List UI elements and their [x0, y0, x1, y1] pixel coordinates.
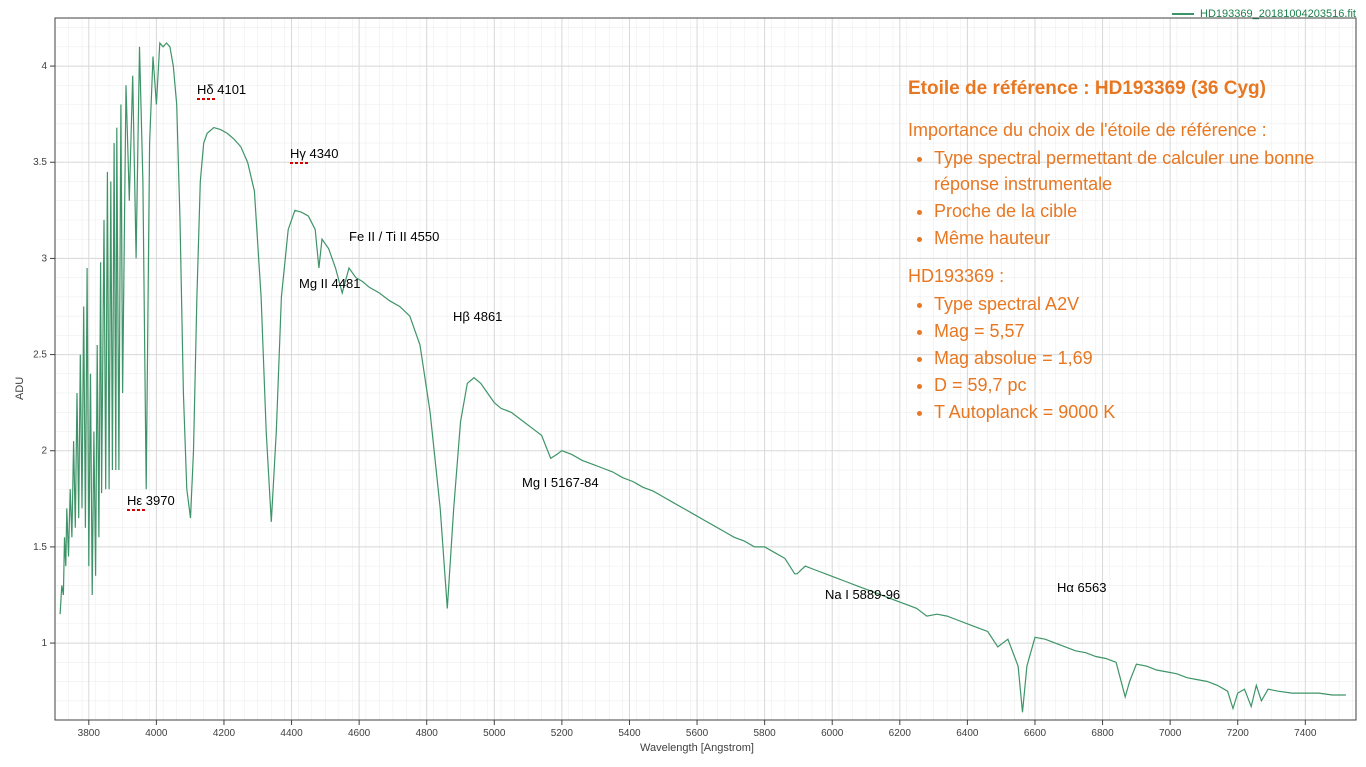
- spectral-line-label: Hβ 4861: [453, 309, 502, 324]
- svg-text:3.5: 3.5: [33, 157, 47, 168]
- svg-text:5800: 5800: [754, 728, 777, 739]
- info-section2-list: Type spectral A2VMag = 5,57Mag absolue =…: [908, 291, 1338, 425]
- svg-text:5600: 5600: [686, 728, 709, 739]
- spectral-line-label: Na I 5889-96: [825, 587, 900, 602]
- legend-label: HD193369_20181004203516.fit: [1200, 8, 1356, 20]
- svg-text:6000: 6000: [821, 728, 844, 739]
- svg-text:5200: 5200: [551, 728, 574, 739]
- info-section1-heading: Importance du choix de l'étoile de référ…: [908, 117, 1338, 143]
- chart-legend: HD193369_20181004203516.fit: [1172, 8, 1356, 20]
- svg-text:6400: 6400: [956, 728, 979, 739]
- legend-swatch: [1172, 13, 1194, 15]
- svg-text:4400: 4400: [280, 728, 303, 739]
- info-list-item: D = 59,7 pc: [934, 372, 1338, 398]
- svg-text:7400: 7400: [1294, 728, 1317, 739]
- svg-text:3: 3: [41, 253, 47, 264]
- info-list-item: T Autoplanck = 9000 K: [934, 399, 1338, 425]
- info-list-item: Mag absolue = 1,69: [934, 345, 1338, 371]
- spectral-line-label: Hε 3970: [127, 493, 175, 511]
- info-list-item: Proche de la cible: [934, 198, 1338, 224]
- svg-text:4200: 4200: [213, 728, 236, 739]
- info-list-item: Type spectral permettant de calculer une…: [934, 145, 1338, 197]
- spectral-line-label: Hγ 4340: [290, 146, 338, 164]
- svg-text:1: 1: [41, 638, 47, 649]
- info-panel: Etoile de référence : HD193369 (36 Cyg) …: [908, 75, 1338, 438]
- spectral-line-label: Mg II 4481: [299, 276, 360, 291]
- x-axis-label: Wavelength [Angstrom]: [640, 742, 754, 754]
- svg-text:4800: 4800: [416, 728, 439, 739]
- svg-text:1.5: 1.5: [33, 542, 47, 553]
- svg-text:6600: 6600: [1024, 728, 1047, 739]
- svg-text:4: 4: [41, 61, 47, 72]
- svg-text:2.5: 2.5: [33, 350, 47, 361]
- svg-text:6800: 6800: [1091, 728, 1114, 739]
- spectral-line-label: Mg I 5167-84: [522, 475, 599, 490]
- info-section1-list: Type spectral permettant de calculer une…: [908, 145, 1338, 251]
- svg-text:7200: 7200: [1227, 728, 1250, 739]
- svg-text:4000: 4000: [145, 728, 168, 739]
- info-list-item: Mag = 5,57: [934, 318, 1338, 344]
- svg-text:3800: 3800: [78, 728, 101, 739]
- svg-text:2: 2: [41, 446, 47, 457]
- info-list-item: Type spectral A2V: [934, 291, 1338, 317]
- info-title: Etoile de référence : HD193369 (36 Cyg): [908, 75, 1338, 103]
- spectral-line-label: Fe II / Ti II 4550: [349, 229, 439, 244]
- spectral-line-label: Hα 6563: [1057, 580, 1106, 595]
- info-section2-heading: HD193369 :: [908, 263, 1338, 289]
- spectral-line-label: Hδ 4101: [197, 82, 246, 100]
- svg-text:6200: 6200: [889, 728, 912, 739]
- y-axis-label: ADU: [14, 377, 26, 400]
- svg-text:7000: 7000: [1159, 728, 1182, 739]
- info-list-item: Même hauteur: [934, 225, 1338, 251]
- svg-text:5400: 5400: [618, 728, 641, 739]
- svg-text:4600: 4600: [348, 728, 371, 739]
- svg-text:5000: 5000: [483, 728, 506, 739]
